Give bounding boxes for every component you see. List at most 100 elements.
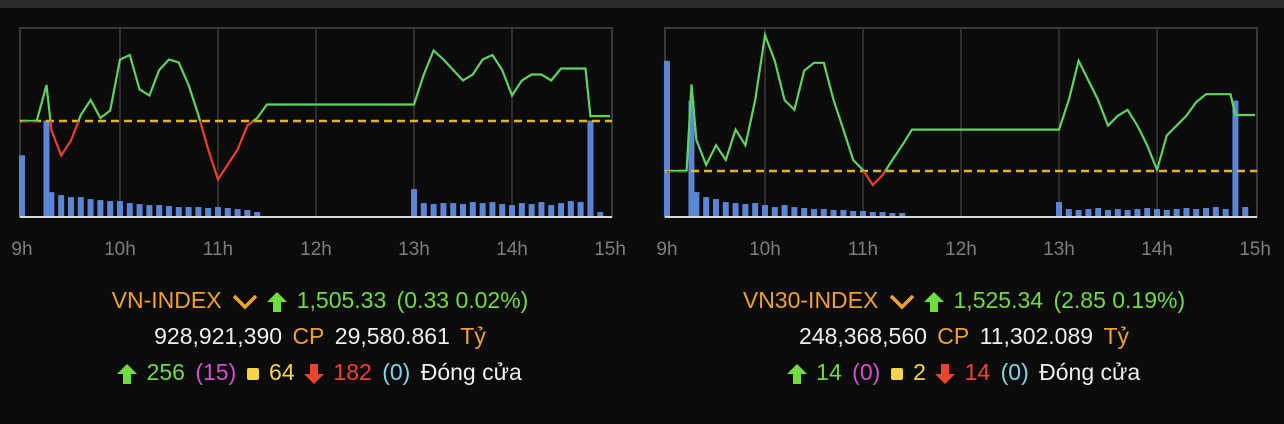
x-tick-label: 12h	[300, 239, 332, 260]
volume-bar	[771, 207, 778, 217]
volume-bar	[732, 203, 739, 217]
volume-bar	[663, 60, 670, 217]
volume-bar	[742, 204, 749, 217]
volume-bar	[411, 189, 418, 217]
volume-bar	[597, 212, 604, 217]
volume-bar	[761, 205, 768, 217]
volume-bar	[1203, 208, 1210, 217]
volume-bar	[205, 208, 212, 217]
floor: (0)	[382, 359, 411, 385]
volume-bar	[244, 210, 251, 217]
volume-bar	[87, 199, 94, 217]
volume-bar	[1124, 210, 1131, 217]
chevron[interactable]	[230, 292, 260, 312]
volume-bar	[850, 211, 857, 217]
volume-bar	[234, 209, 241, 217]
trade-value: 11,302.089	[979, 323, 1094, 349]
index-name[interactable]: VN-INDEX	[111, 287, 222, 313]
volume-bar	[509, 205, 516, 217]
volume-bar	[116, 201, 123, 217]
volume: 928,921,390	[154, 323, 283, 349]
volume-bar	[224, 208, 231, 217]
square	[246, 367, 259, 380]
volume-bar	[1095, 208, 1102, 217]
volume-bar	[1056, 202, 1063, 217]
advances: 256	[146, 359, 185, 385]
price-line	[22, 121, 256, 183]
volume-bar	[810, 209, 817, 217]
volume-bar	[460, 204, 467, 217]
x-tick-label: 15h	[594, 239, 626, 260]
volume-bar	[791, 207, 798, 217]
volume: 248,368,560	[799, 323, 927, 349]
volume-bar	[1183, 208, 1190, 217]
x-tick-label: 13h	[398, 239, 430, 260]
volume-bar	[195, 207, 202, 217]
volume-bar	[1065, 209, 1072, 217]
volume-bar	[1163, 210, 1170, 217]
volume-bar	[107, 201, 114, 217]
volume-bar	[1114, 209, 1121, 217]
volume-bar	[548, 205, 555, 217]
volume-bar	[1134, 209, 1141, 217]
volume-bar	[430, 204, 437, 217]
x-tick-label: 15h	[1239, 239, 1271, 260]
x-tick-label: 9h	[656, 239, 677, 260]
volume-bar	[146, 205, 153, 217]
x-tick-label: 11h	[203, 239, 233, 260]
up-arrow	[267, 291, 288, 312]
volume-bar	[1212, 207, 1219, 217]
unchanged: 64	[269, 359, 295, 385]
index-price: 1,505.33	[296, 287, 387, 313]
top-bar	[0, 0, 1284, 8]
volume-bar	[587, 120, 594, 217]
volume-bar	[889, 213, 896, 217]
square	[890, 367, 903, 380]
volume-bar	[43, 120, 50, 217]
floor: (0)	[1000, 359, 1029, 385]
unit: Tỷ	[460, 323, 486, 349]
volume-bar	[712, 199, 719, 217]
cp-label: CP	[937, 323, 970, 349]
volume-bar	[126, 203, 133, 217]
volume-bar	[1242, 207, 1249, 217]
volume-bar	[752, 203, 759, 217]
volume-bar	[869, 212, 876, 217]
x-tick-label: 10h	[749, 239, 781, 260]
volume-bar	[67, 197, 74, 217]
volume-bar	[538, 202, 545, 217]
volume-bar	[136, 204, 143, 217]
price-line	[667, 171, 1158, 187]
summary-panel: VN30-INDEX 1,525.34 (2.85 0.19%) 248,368…	[664, 282, 1264, 390]
trade-value: 29,580.861	[334, 323, 450, 349]
status: Đóng cửa	[420, 359, 522, 385]
volume-bar	[254, 212, 261, 217]
volume-bar	[420, 203, 427, 217]
volume-bar	[1144, 208, 1151, 217]
volume-bar	[1193, 209, 1200, 217]
breadth-row: 14 (0) 2 14 (0) Đóng cửa	[664, 354, 1264, 390]
volume-bar	[77, 197, 84, 217]
volume-bar	[518, 203, 525, 217]
volume-bar	[469, 202, 476, 217]
summary-panel: VN-INDEX 1,505.33 (0.33 0.02%) 928,921,3…	[20, 282, 620, 390]
chevron[interactable]	[887, 292, 917, 312]
volume-bar	[693, 192, 700, 217]
volume-bar	[499, 204, 506, 217]
advances: 14	[816, 359, 842, 385]
down-arrow	[304, 363, 325, 384]
volume-bar	[440, 203, 447, 217]
down-arrow	[935, 363, 956, 384]
up-arrow	[786, 363, 807, 384]
index-name[interactable]: VN30-INDEX	[742, 287, 879, 313]
status: Đóng cửa	[1039, 359, 1141, 385]
volume-bar	[175, 207, 182, 217]
x-tick-label: 9h	[11, 239, 32, 260]
volume-bar	[1105, 210, 1112, 217]
up-arrow	[924, 291, 945, 312]
volume-bar	[577, 202, 584, 217]
index-change: (2.85 0.19%)	[1053, 287, 1186, 313]
volume-bar	[567, 201, 574, 217]
chart: 9h 10h 11h 12h 13h 14h 15h	[656, 27, 1271, 260]
x-tick-label: 14h	[1141, 239, 1173, 260]
